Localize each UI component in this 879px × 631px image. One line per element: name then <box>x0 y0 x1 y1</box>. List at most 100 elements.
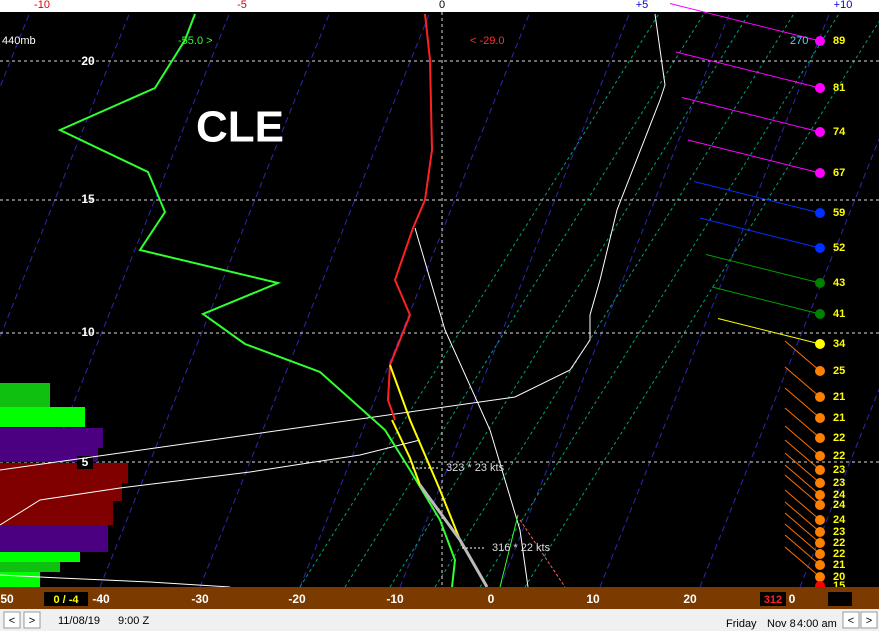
top-axis-label: +5 <box>636 0 649 11</box>
height-label: 15 <box>81 192 95 206</box>
profile-line <box>0 439 421 526</box>
date: 11/08/19 <box>58 615 100 627</box>
status-bar <box>0 609 879 631</box>
wind-speed: 59 <box>833 207 845 219</box>
wind-speed: 23 <box>833 477 845 489</box>
label-box <box>44 592 88 606</box>
wind-barb <box>687 139 821 174</box>
bottom-axis-label: 0 <box>789 592 796 606</box>
dry-adiabat <box>499 11 731 588</box>
dry-adiabat <box>99 11 331 588</box>
wind-speed: 74 <box>833 126 846 138</box>
wind-dot <box>815 527 825 537</box>
parcel-line <box>418 484 489 588</box>
height-label: 10 <box>81 325 95 339</box>
wind-speed: 24 <box>833 514 846 526</box>
wind-barb <box>699 217 821 249</box>
wind-dot <box>815 309 825 319</box>
wind-barb <box>784 387 821 419</box>
button[interactable] <box>860 611 878 629</box>
wind-speed: 23 <box>833 526 845 538</box>
height-label: 20 <box>81 54 95 68</box>
local-time: 4:00 am <box>797 618 837 630</box>
wind-dot <box>815 515 825 525</box>
dry-adiabat <box>199 11 431 588</box>
wind-speed: 67 <box>833 167 845 179</box>
wind-dot <box>815 168 825 178</box>
height-box <box>77 456 93 469</box>
wind-barb <box>784 489 821 521</box>
bottom-axis-label: -30 <box>191 592 209 606</box>
bottom-axis-label: 20 <box>683 592 697 606</box>
wind-dot <box>815 83 825 93</box>
wind-dot <box>815 549 825 559</box>
wind-dot <box>815 538 825 548</box>
wind-speed: 22 <box>833 450 845 462</box>
station-label: CLE <box>196 103 284 152</box>
next-button[interactable]: > <box>29 615 35 627</box>
wind-speed: 22 <box>833 432 845 444</box>
wind-barb <box>717 318 821 345</box>
dry-adiabat <box>299 11 531 588</box>
prev-button[interactable]: < <box>9 615 15 627</box>
wind-speed: 41 <box>833 308 845 320</box>
wind-dot <box>815 366 825 376</box>
wind-dot <box>815 478 825 488</box>
wind-speed: 52 <box>833 242 845 254</box>
hodograph-bars <box>0 383 128 587</box>
bottom-axis-label: 0 <box>488 592 495 606</box>
wind-speed: 21 <box>833 412 845 424</box>
wind-speed: 21 <box>833 559 845 571</box>
wind-dot <box>815 127 825 137</box>
wind-speed: 24 <box>833 499 846 511</box>
wind-barb <box>693 181 821 214</box>
button[interactable] <box>842 611 860 629</box>
wind-dot <box>815 465 825 475</box>
button[interactable] <box>23 611 41 629</box>
wind-speed: 22 <box>833 537 845 549</box>
wind-barb <box>784 425 821 457</box>
wind-barb <box>784 452 821 484</box>
next-button[interactable]: > <box>866 615 872 627</box>
storm-line <box>391 419 421 486</box>
label-box <box>760 592 786 606</box>
wind-speed: 22 <box>833 548 845 560</box>
wind-barb <box>784 512 821 544</box>
local-date: Nov 8 <box>767 618 796 630</box>
dry-adiabat <box>399 11 631 588</box>
temperature-line <box>386 13 434 421</box>
storm-motion-label: 323 * 23 kts <box>446 462 505 474</box>
wind-dot <box>815 433 825 443</box>
wind-speed: 21 <box>833 391 845 403</box>
wind-dot <box>815 243 825 253</box>
parcel-line <box>414 227 529 588</box>
marker-label: < -29.0 <box>470 35 505 47</box>
profile-line <box>0 13 666 471</box>
wind-speed: 81 <box>833 82 845 94</box>
wind-speed: 20 <box>833 571 845 583</box>
dry-adiabat <box>599 11 831 588</box>
wind-dot <box>815 413 825 423</box>
prev-button[interactable]: < <box>848 615 854 627</box>
wind-direction: 270 <box>790 35 808 47</box>
wind-dot <box>815 490 825 500</box>
bottom-axis-label: 312 <box>764 594 782 606</box>
bottom-axis-label: 0 / -4 <box>53 594 79 606</box>
wind-barb <box>784 474 821 506</box>
pressure-label: 440mb <box>2 35 36 47</box>
bottom-axis-label: -10 <box>386 592 404 606</box>
top-strip <box>0 0 879 12</box>
wind-dot <box>815 36 825 46</box>
wind-speed: 89 <box>833 35 845 47</box>
profile-line <box>0 574 231 588</box>
storm-line <box>389 364 463 546</box>
wind-barb <box>784 523 821 555</box>
top-axis-label: -10 <box>34 0 50 11</box>
wind-barb <box>711 286 821 315</box>
wind-barb <box>784 340 821 372</box>
reference-lines <box>0 11 879 588</box>
wind-barb <box>784 546 821 578</box>
button[interactable] <box>3 611 21 629</box>
